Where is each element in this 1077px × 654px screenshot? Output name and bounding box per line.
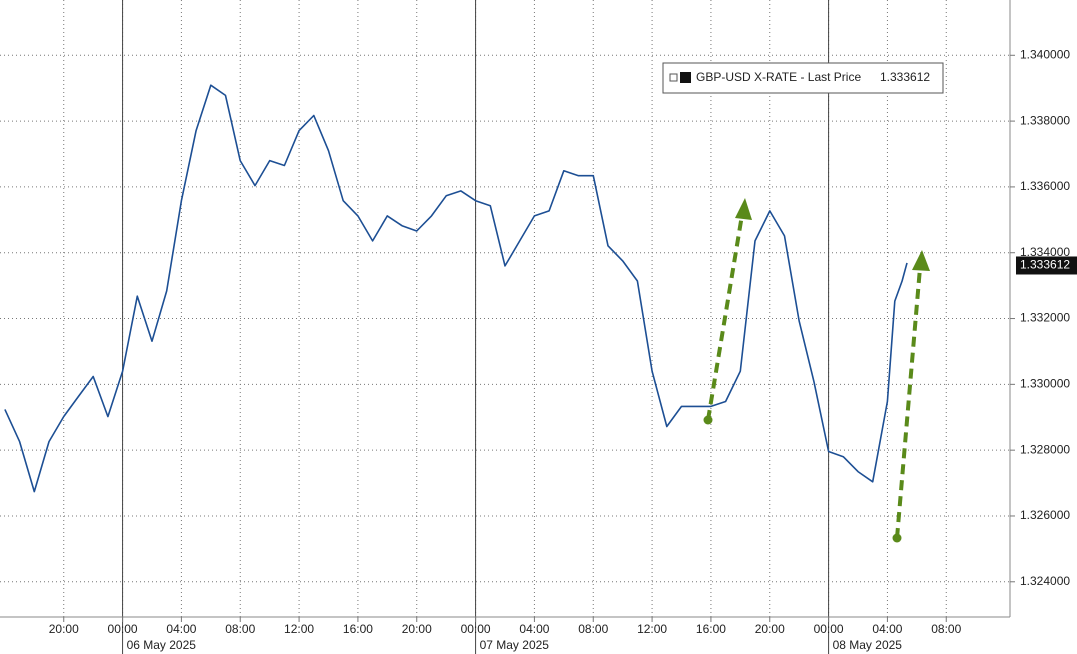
grid: [0, 0, 1010, 654]
y-tick-label: 1.340000: [1020, 47, 1070, 61]
legend-label: GBP-USD X-RATE - Last Price: [696, 70, 861, 84]
y-tick-label: 1.334000: [1020, 245, 1070, 259]
x-tick-label: 00:00: [814, 622, 844, 636]
legend: GBP-USD X-RATE - Last Price 1.333612: [662, 62, 944, 94]
plot: [4, 84, 908, 493]
y-tick-label: 1.338000: [1020, 113, 1070, 127]
x-tick-label: 12:00: [637, 622, 667, 636]
arrow: [895, 267, 922, 539]
arrow-head: [912, 250, 930, 271]
y-tick-label: 1.324000: [1020, 574, 1070, 588]
date-label: 07 May 2025: [480, 638, 550, 652]
x-tick-label: 20:00: [755, 622, 785, 636]
x-tick-label: 00:00: [108, 622, 138, 636]
price-line: [4, 84, 908, 493]
x-tick-label: 08:00: [225, 622, 255, 636]
arrow-head: [735, 198, 752, 220]
axes: 1.324000 1.326000 1.328000 1.330000 1.332000…: [49, 47, 1077, 652]
arrow-dot: [892, 533, 902, 543]
y-tick-label: 1.336000: [1020, 179, 1070, 193]
last-price-tag: [1016, 256, 1077, 275]
annotation-arrows: [703, 198, 930, 543]
legend-toggle: [669, 73, 678, 82]
x-tick-label: 00:00: [461, 622, 491, 636]
y-tick-label: 1.330000: [1020, 377, 1070, 391]
y-tick-label: 1.328000: [1020, 442, 1070, 456]
x-tick-label: 08:00: [931, 622, 961, 636]
arrow: [706, 214, 744, 421]
last-price-label: 1.333612: [1020, 258, 1070, 272]
x-tick-label: 20:00: [402, 622, 432, 636]
legend-swatch: [680, 72, 691, 83]
x-tick-label: 16:00: [696, 622, 726, 636]
y-tick-label: 1.326000: [1020, 508, 1070, 522]
y-tick-label: 1.332000: [1020, 311, 1070, 325]
x-tick-label: 12:00: [284, 622, 314, 636]
legend-last-price: 1.333612: [880, 70, 930, 84]
date-label: 06 May 2025: [127, 638, 197, 652]
x-tick-label: 16:00: [343, 622, 373, 636]
x-tick-label: 20:00: [49, 622, 79, 636]
x-tick-label: 04:00: [519, 622, 549, 636]
date-label: 08 May 2025: [833, 638, 903, 652]
x-tick-label: 08:00: [578, 622, 608, 636]
x-tick-label: 04:00: [872, 622, 902, 636]
legend-box: [662, 62, 944, 94]
arrow-dot: [703, 415, 713, 425]
x-tick-label: 04:00: [166, 622, 196, 636]
